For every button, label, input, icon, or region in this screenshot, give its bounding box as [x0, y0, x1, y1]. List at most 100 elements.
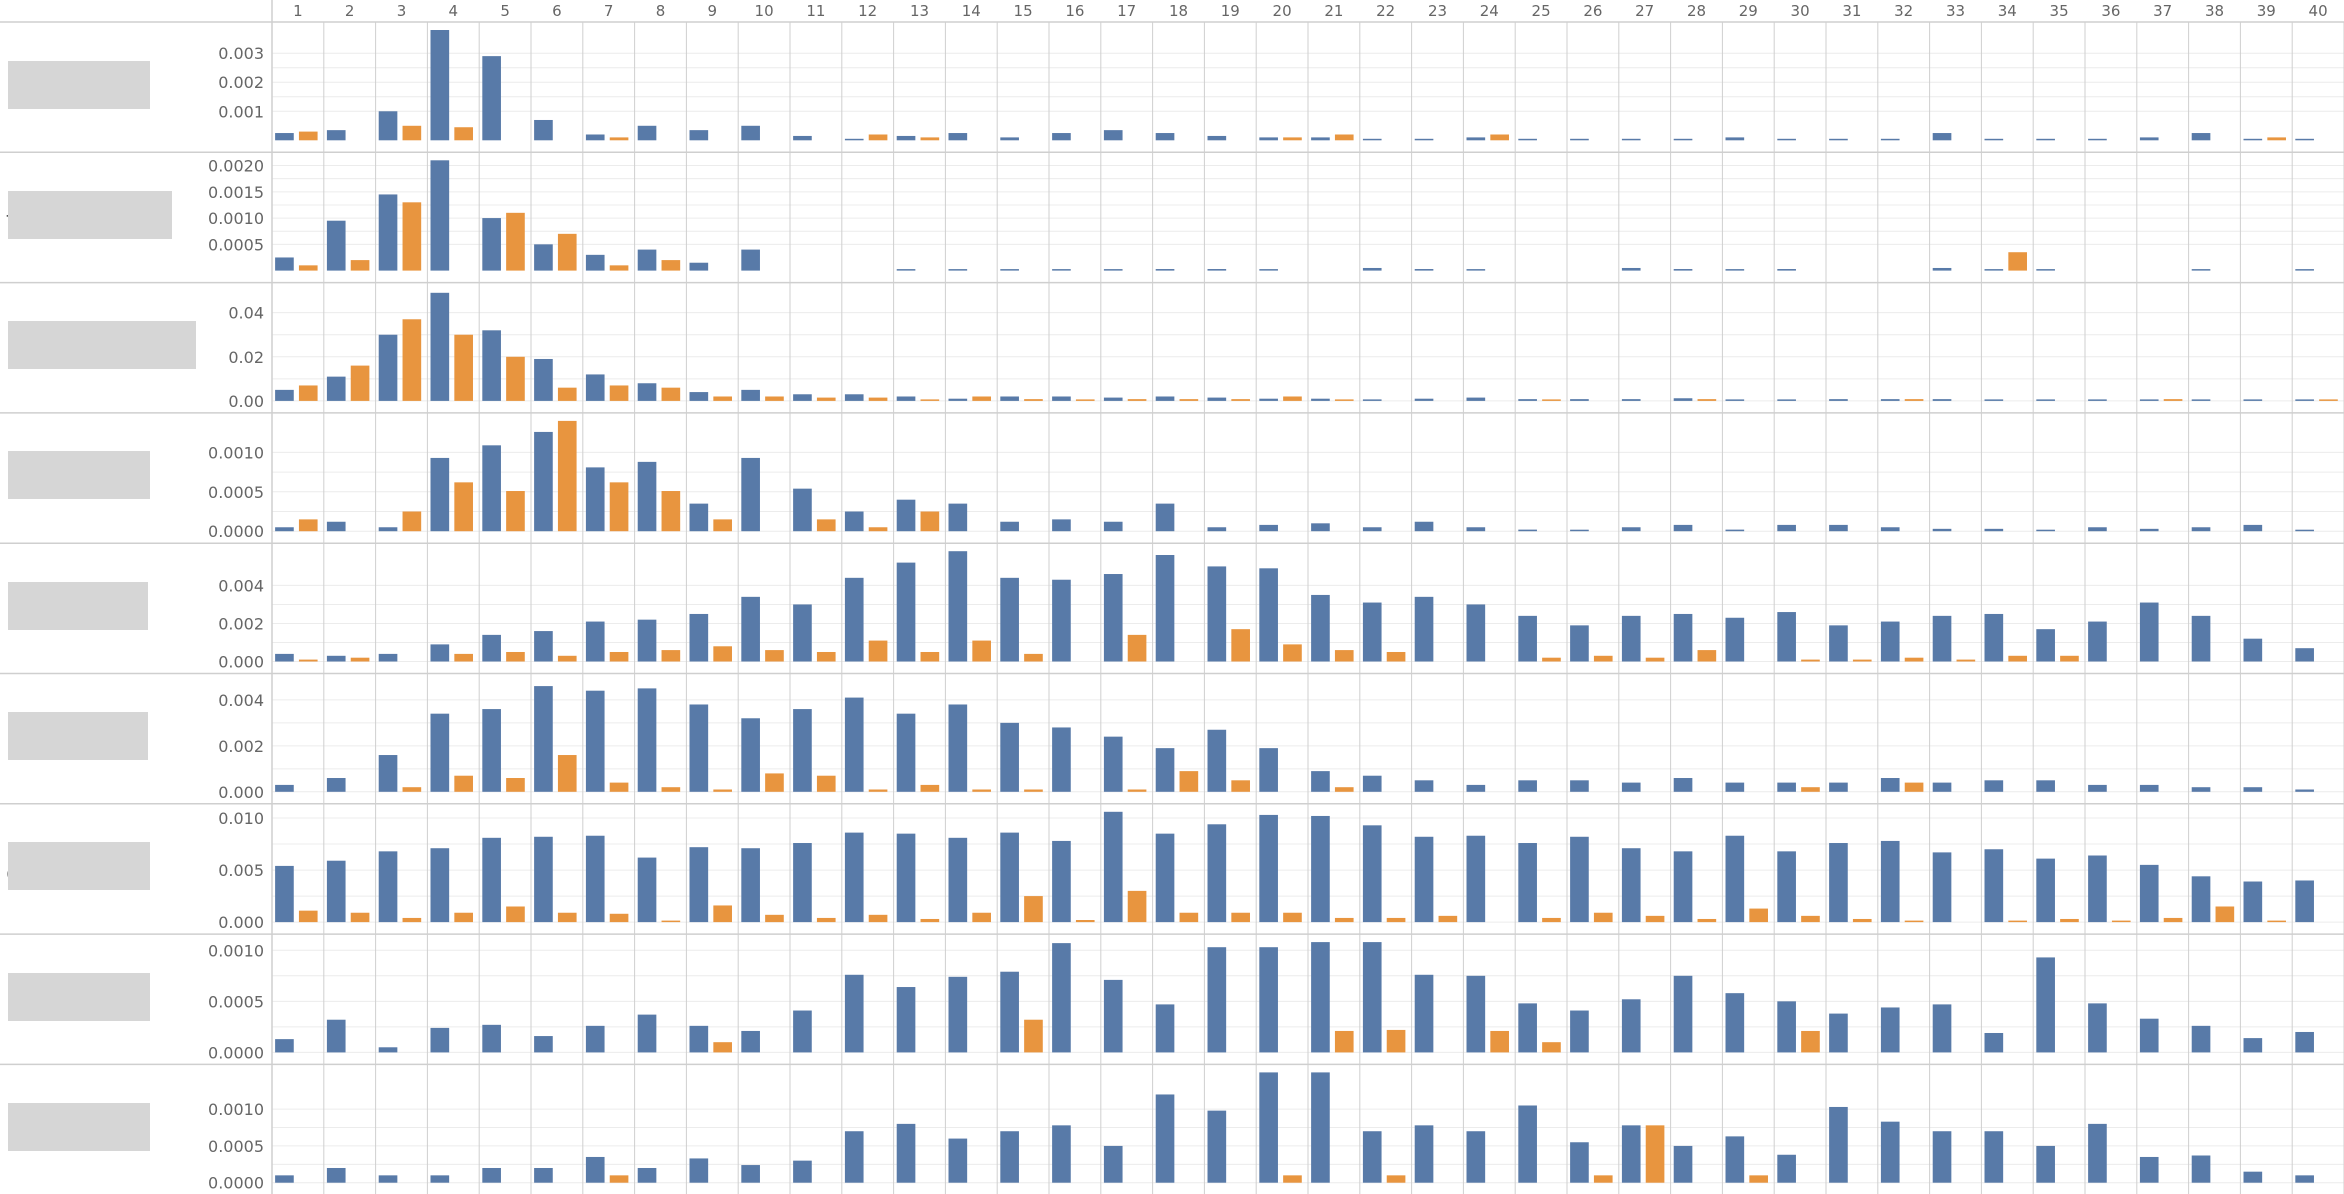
- bar-p3-s1-c16: [1052, 396, 1071, 401]
- bar-p7-s2-c6: [557, 912, 577, 923]
- bar-p7-s2-c25: [1542, 917, 1561, 923]
- bar-p3-s2-c20: [1283, 396, 1302, 401]
- bar-p5-s2-c19: [1231, 629, 1250, 662]
- bar-p1-s1-c21: [1311, 137, 1330, 141]
- bar-p7-s1-c24: [1466, 835, 1486, 923]
- bar-p4-s1-c30: [1777, 524, 1796, 532]
- bar-p7-s2-c5: [506, 906, 525, 923]
- bar-p5-s1-c15: [1000, 577, 1019, 662]
- bar-p7-s1-c25: [1518, 843, 1537, 923]
- bar-p5-s2-c7: [609, 651, 629, 662]
- bar-p5-s1-c39: [2243, 638, 2263, 662]
- bar-p7-s2-c36: [2111, 920, 2131, 923]
- bar-p8-s1-c33: [1932, 1004, 1952, 1053]
- bar-p5-s2-c4: [454, 653, 473, 662]
- y-tick-label: 0.02: [228, 348, 264, 367]
- bar-p8-s2-c25: [1542, 1042, 1561, 1053]
- bar-p1-s1-c14: [948, 133, 968, 141]
- bar-p7-s1-c12: [844, 832, 864, 923]
- bar-p6-s2-c3: [402, 787, 422, 792]
- bar-p5-s2-c22: [1386, 651, 1406, 662]
- bar-p7-s1-c34: [1984, 849, 2004, 923]
- column-header-label: 9: [708, 2, 718, 20]
- bar-p8-s1-c26: [1570, 1010, 1589, 1053]
- bar-p7-s1-c38: [2191, 876, 2211, 923]
- bar-p7-s2-c13: [920, 918, 940, 923]
- bar-p2-s1-c7: [585, 254, 605, 271]
- bar-p8-s1-c17: [1103, 979, 1123, 1053]
- bar-p6-s2-c6: [557, 755, 577, 792]
- bar-p1-s2-c1: [298, 131, 318, 141]
- bar-p6-s2-c18: [1179, 771, 1199, 792]
- bar-p5-s1-c20: [1259, 568, 1278, 662]
- bar-p4-s1-c26: [1570, 529, 1589, 532]
- bar-p7-s2-c19: [1231, 912, 1250, 923]
- bar-p1-s1-c36: [2088, 138, 2107, 141]
- bar-p7-s2-c10: [765, 914, 784, 923]
- bar-p6-s1-c36: [2088, 784, 2107, 792]
- bar-p6-s2-c10: [765, 773, 784, 792]
- bar-p3-s1-c1: [275, 389, 294, 401]
- bar-p7-s2-c39: [2267, 920, 2286, 923]
- bar-p8-s2-c24: [1490, 1030, 1509, 1053]
- bar-p7-s1-c6: [534, 836, 553, 923]
- bar-p5-s1-c17: [1103, 574, 1123, 662]
- bar-p8-s2-c15: [1024, 1019, 1043, 1053]
- bar-p2-s1-c17: [1103, 269, 1123, 271]
- bar-p7-s2-c18: [1179, 912, 1199, 923]
- bar-p7-s1-c22: [1362, 825, 1382, 923]
- bar-p9-s1-c11: [793, 1160, 812, 1183]
- column-header-label: 4: [449, 2, 459, 20]
- bar-p6-s1-c20: [1259, 748, 1278, 792]
- column-header-label: 34: [1998, 2, 2017, 20]
- bar-p7-s2-c8: [661, 920, 681, 923]
- bar-p1-s1-c39: [2243, 138, 2263, 141]
- column-header-label: 13: [910, 2, 929, 20]
- bar-p3-s2-c3: [402, 319, 422, 401]
- y-tick-label: 0.003: [218, 44, 264, 63]
- y-tick-label: 0.002: [218, 737, 264, 756]
- bar-p4-s1-c1: [275, 527, 294, 532]
- bar-p9-s1-c34: [1984, 1131, 2004, 1183]
- bar-p1-s1-c27: [1621, 138, 1641, 141]
- bar-p2-s1-c23: [1414, 269, 1434, 271]
- bar-p3-s1-c38: [2191, 399, 2211, 401]
- bar-p5-s1-c31: [1829, 625, 1848, 662]
- bar-p6-s1-c25: [1518, 780, 1537, 792]
- bar-p8-s1-c14: [948, 976, 968, 1053]
- bar-p4-s1-c33: [1932, 528, 1952, 532]
- bar-p7-s1-c26: [1570, 836, 1589, 923]
- bar-p5-s1-c23: [1414, 596, 1434, 662]
- bar-p7-s1-c31: [1829, 843, 1848, 923]
- bar-p6-s2-c30: [1801, 787, 1820, 792]
- bar-p6-s1-c6: [534, 686, 553, 792]
- bar-p1-s2-c7: [609, 137, 629, 141]
- bar-p7-s1-c37: [2139, 864, 2159, 923]
- bar-p3-s2-c11: [816, 397, 836, 401]
- bar-p1-s2-c20: [1283, 137, 1302, 141]
- bar-p5-s1-c10: [741, 596, 760, 662]
- bar-p1-s1-c40: [2295, 138, 2314, 141]
- bar-p5-s2-c11: [816, 651, 836, 662]
- bar-p7-s1-c13: [896, 833, 916, 923]
- bar-p2-s1-c6: [534, 244, 553, 271]
- bar-p6-s1-c16: [1052, 727, 1071, 792]
- bar-p8-s1-c10: [741, 1030, 760, 1053]
- bar-p1-s1-c29: [1725, 137, 1745, 141]
- bar-p3-s1-c17: [1103, 397, 1123, 401]
- bar-p6-s1-c9: [689, 704, 709, 792]
- bar-p9-s1-c24: [1466, 1131, 1486, 1183]
- bar-p7-s2-c3: [402, 917, 422, 923]
- bar-p5-s1-c13: [896, 562, 916, 662]
- bar-p2-s1-c38: [2191, 269, 2211, 271]
- bar-p3-s2-c8: [661, 387, 681, 401]
- bar-p3-s2-c18: [1179, 399, 1199, 401]
- bar-p3-s1-c26: [1570, 399, 1589, 401]
- bar-p8-s1-c1: [275, 1039, 294, 1053]
- y-tick-label: 0.002: [218, 614, 264, 633]
- bar-p8-s1-c40: [2295, 1031, 2314, 1053]
- bar-p9-s1-c27: [1621, 1125, 1641, 1183]
- bar-p1-s1-c5: [482, 56, 501, 141]
- redacted-row-label: [8, 451, 150, 500]
- bar-p6-s1-c37: [2139, 784, 2159, 792]
